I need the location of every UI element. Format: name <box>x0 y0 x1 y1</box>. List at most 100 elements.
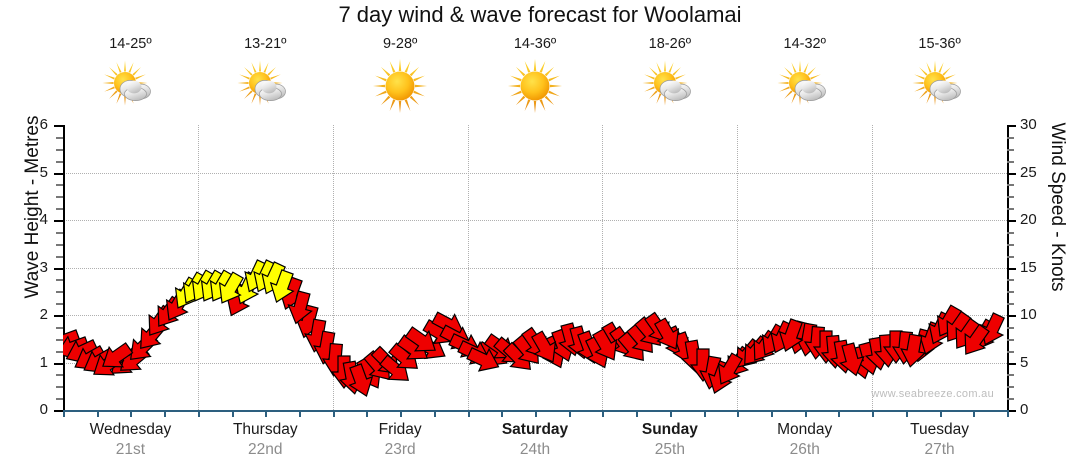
left-axis-minor-tick <box>56 136 63 139</box>
day-header-friday: 9-28º <box>333 36 468 124</box>
left-axis-minor-tick <box>56 160 63 163</box>
wind-direction-arrow <box>101 340 133 374</box>
bottom-axis-tick <box>63 410 65 417</box>
sunny-icon <box>506 57 564 115</box>
right-axis-minor-tick <box>1007 350 1014 353</box>
temperature-range: 14-36º <box>513 36 557 52</box>
left-axis-minor-tick <box>56 386 63 389</box>
wind-direction-arrow <box>979 312 1006 347</box>
day-header-tuesday: 15-36º <box>872 36 1007 124</box>
left-axis-minor-tick <box>56 208 63 211</box>
bottom-axis-tick <box>197 410 200 417</box>
wind-direction-arrow <box>269 268 295 304</box>
left-axis-minor-tick <box>56 243 63 246</box>
right-axis-minor-tick <box>1007 136 1014 139</box>
day-label-monday: Monday 26th <box>737 420 872 472</box>
wind-direction-arrow <box>287 290 313 325</box>
left-axis-minor-tick <box>56 398 63 401</box>
right-axis-minor-tick <box>1007 338 1014 341</box>
left-axis-tick-label: 5 <box>39 163 48 181</box>
right-axis-minor-tick <box>1007 208 1014 211</box>
right-axis-tick-label: 10 <box>1020 306 1037 323</box>
day-header-monday: 14-32º <box>737 36 872 124</box>
day-footer-strip: Wednesday 21st Thursday 22nd Friday 23rd Sa… <box>63 420 1007 472</box>
bottom-axis-tick <box>299 410 301 417</box>
right-axis-tick <box>1007 220 1016 222</box>
bottom-axis-tick <box>130 410 133 417</box>
temperature-range: 15-36º <box>918 36 961 52</box>
right-axis-minor-tick <box>1007 231 1014 234</box>
watermark: www.seabreeze.com.au <box>871 388 994 400</box>
right-axis-minor-tick <box>1007 386 1014 389</box>
right-axis-tick-label: 20 <box>1020 211 1037 228</box>
wind-direction-arrow <box>653 317 681 352</box>
bottom-axis-tick <box>838 410 841 417</box>
bottom-axis-tick <box>771 410 773 417</box>
left-axis-tick-label: 1 <box>39 353 48 371</box>
right-axis-minor-tick <box>1007 279 1014 282</box>
left-axis-minor-tick <box>56 303 63 306</box>
left-axis-tick <box>54 362 63 365</box>
bottom-axis-tick <box>568 410 571 417</box>
left-axis-tick-label: 4 <box>39 211 48 228</box>
left-axis-minor-tick <box>56 326 63 329</box>
left-axis-tick <box>54 410 63 412</box>
day-date: 24th <box>519 441 551 458</box>
bottom-axis-tick <box>669 410 672 417</box>
right-axis-tick <box>1007 267 1016 270</box>
day-date: 25th <box>654 441 685 458</box>
wind-direction-arrow <box>531 330 558 365</box>
bottom-axis-tick <box>973 410 976 417</box>
bottom-axis-tick <box>602 410 605 417</box>
bottom-axis-tick <box>703 410 706 417</box>
day-name: Saturday <box>501 421 569 438</box>
day-label-wednesday: Wednesday 21st <box>63 420 198 472</box>
bottom-axis-tick <box>433 410 436 417</box>
wind-direction-arrow <box>592 328 619 363</box>
day-label-saturday: Saturday 24th <box>468 420 603 472</box>
day-separator-gridline <box>467 125 469 410</box>
day-date: 26th <box>789 441 820 458</box>
left-axis-minor-tick <box>56 255 63 258</box>
bottom-axis-tick <box>501 410 504 417</box>
wind-direction-arrow <box>716 351 744 387</box>
left-axis-tick <box>54 267 63 270</box>
sunny-icon <box>371 57 429 115</box>
left-axis-tick <box>54 220 63 222</box>
right-axis-minor-tick <box>1007 326 1014 329</box>
left-axis-line <box>63 125 65 411</box>
day-separator-gridline <box>737 125 739 410</box>
bottom-axis-tick <box>366 410 369 417</box>
day-name: Sunday <box>641 421 698 438</box>
left-axis-tick-label: 3 <box>39 258 48 276</box>
left-axis-minor-tick <box>56 196 63 199</box>
right-axis-minor-tick <box>1007 160 1014 163</box>
bottom-axis-tick <box>164 410 167 417</box>
left-axis-minor-tick <box>56 184 63 187</box>
day-separator-gridline <box>872 125 874 410</box>
left-axis-tick <box>54 315 63 317</box>
bottom-axis-tick <box>231 410 234 417</box>
plot-area: www.seabreeze.com.au <box>63 125 1007 410</box>
day-header-strip: 14-25º 13-21º <box>63 36 1007 124</box>
left-axis-tick-label: 2 <box>39 306 48 323</box>
wind-direction-arrow <box>839 342 865 377</box>
bottom-axis-tick <box>535 410 537 417</box>
right-axis-tick <box>1007 410 1016 412</box>
right-axis-tick <box>1007 125 1016 127</box>
left-axis-title: Wave Height - Metres <box>22 115 43 299</box>
temperature-range: 18-26º <box>648 36 692 52</box>
bottom-axis-tick <box>1007 410 1009 417</box>
wind-arrow-series <box>63 125 1007 410</box>
horizontal-gridline <box>63 267 1007 269</box>
left-axis-minor-tick <box>56 279 63 282</box>
day-date: 27th <box>924 441 955 458</box>
day-label-tuesday: Tuesday 27th <box>872 420 1007 472</box>
right-axis-tick <box>1007 315 1016 317</box>
temperature-range: 9-28º <box>382 36 418 52</box>
right-axis-minor-tick <box>1007 196 1014 199</box>
day-name: Wednesday <box>89 421 172 438</box>
left-axis-tick-label: 6 <box>39 116 48 133</box>
horizontal-gridline <box>63 220 1007 221</box>
temperature-range: 14-32º <box>783 36 826 52</box>
